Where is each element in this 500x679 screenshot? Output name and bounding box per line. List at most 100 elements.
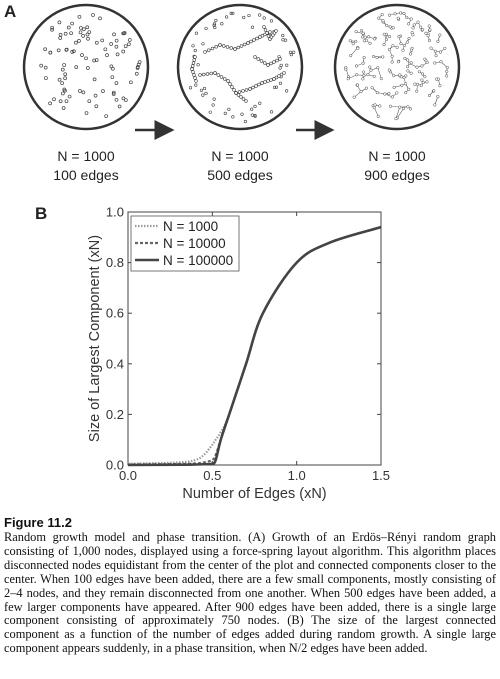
graph-node xyxy=(190,67,194,71)
graph-node xyxy=(87,30,92,35)
x-axis-label: Number of Edges (xN) xyxy=(182,486,326,502)
graph-node xyxy=(74,65,79,69)
graph-node xyxy=(362,70,366,74)
graph-node xyxy=(415,65,419,69)
graph-node xyxy=(394,117,398,121)
graph-node xyxy=(268,30,272,34)
graph-node xyxy=(211,103,215,107)
series-line-0 xyxy=(127,226,382,465)
graph-node xyxy=(405,58,410,62)
graph-node xyxy=(274,85,279,89)
graph-circle-100-edges xyxy=(22,3,150,131)
graph-node xyxy=(243,42,247,47)
graph-node xyxy=(208,110,212,114)
graph-node xyxy=(344,67,348,72)
graph-node xyxy=(84,56,88,61)
graph-node xyxy=(227,107,231,111)
graph-node xyxy=(263,28,268,32)
graph-node xyxy=(364,86,368,90)
graph-node xyxy=(409,17,413,21)
graph-node xyxy=(420,72,425,76)
graph-node xyxy=(349,54,353,58)
graph-node xyxy=(278,66,282,70)
graph-node xyxy=(104,114,108,119)
graph-node xyxy=(74,40,78,45)
graph-circle-900-edges xyxy=(333,3,461,131)
series-lines xyxy=(127,225,382,467)
graph-node xyxy=(231,11,235,15)
x-tick-label-0: 0.0 xyxy=(119,468,137,483)
graph-node xyxy=(63,31,68,36)
graph-node xyxy=(64,47,69,52)
graph-node xyxy=(373,37,377,41)
graph-node xyxy=(275,58,279,63)
graph-node xyxy=(228,82,232,86)
graph-node xyxy=(368,65,372,69)
graph-nodes-100-edges xyxy=(39,13,142,119)
graph-node xyxy=(85,25,90,30)
graph-node xyxy=(70,49,75,54)
graph-node xyxy=(67,94,72,99)
graph-node xyxy=(433,49,437,53)
graph-node xyxy=(266,63,270,67)
graph-node xyxy=(202,86,207,91)
graph-node xyxy=(412,23,416,27)
graph-node xyxy=(401,48,405,52)
graph-node xyxy=(237,90,242,94)
graph-node xyxy=(373,103,377,107)
graph-node xyxy=(428,28,432,32)
graph-node xyxy=(361,31,365,35)
graph-node xyxy=(281,33,285,38)
graph-node xyxy=(251,85,255,90)
graph-node xyxy=(402,75,406,80)
graph-node xyxy=(278,81,283,85)
caption-graph-100-edges: N = 1000 100 edges xyxy=(31,147,141,185)
y-tick-label-2: 0.4 xyxy=(106,356,124,371)
graph-node xyxy=(188,86,193,90)
panel-b-label: B xyxy=(35,204,48,223)
graph-node xyxy=(231,115,235,119)
panel-a-label: A xyxy=(4,2,17,21)
graph-node xyxy=(282,71,286,75)
graph-node xyxy=(123,44,128,49)
graph-node xyxy=(391,44,395,48)
graph-node xyxy=(402,43,406,48)
graph-node xyxy=(109,42,114,46)
graph-node xyxy=(66,25,71,30)
graph-node xyxy=(244,88,249,92)
graph-node xyxy=(413,82,417,86)
graph-node xyxy=(205,72,210,76)
graph-node xyxy=(288,50,293,54)
graph-node xyxy=(52,97,56,102)
graph-node xyxy=(257,82,261,87)
graph-node xyxy=(263,80,267,84)
graph-node xyxy=(351,42,355,46)
graph-node xyxy=(247,13,251,18)
graph-node xyxy=(388,35,392,39)
graph-node xyxy=(420,78,424,82)
graph-node xyxy=(246,41,250,45)
graph-node xyxy=(223,77,227,81)
graph-node xyxy=(395,45,399,49)
graph-node xyxy=(212,23,216,27)
graph-node xyxy=(86,36,90,41)
graph-node xyxy=(81,90,86,95)
graph-node xyxy=(370,86,374,90)
graph-node xyxy=(390,60,394,64)
graph-node xyxy=(78,89,82,93)
graph-node xyxy=(191,70,195,74)
graph-node xyxy=(445,65,449,70)
graph-node xyxy=(427,93,432,98)
graph-node xyxy=(44,76,48,80)
graph-node xyxy=(384,38,388,42)
graph-node xyxy=(63,88,67,93)
graph-node xyxy=(399,75,404,79)
graph-node xyxy=(396,16,400,20)
graph-node xyxy=(43,65,48,70)
graph-node xyxy=(117,104,122,109)
graph-node xyxy=(368,41,372,45)
graph-node xyxy=(407,87,411,91)
graph-node xyxy=(191,61,196,65)
graph-node xyxy=(399,11,403,15)
graph-node xyxy=(415,89,419,93)
